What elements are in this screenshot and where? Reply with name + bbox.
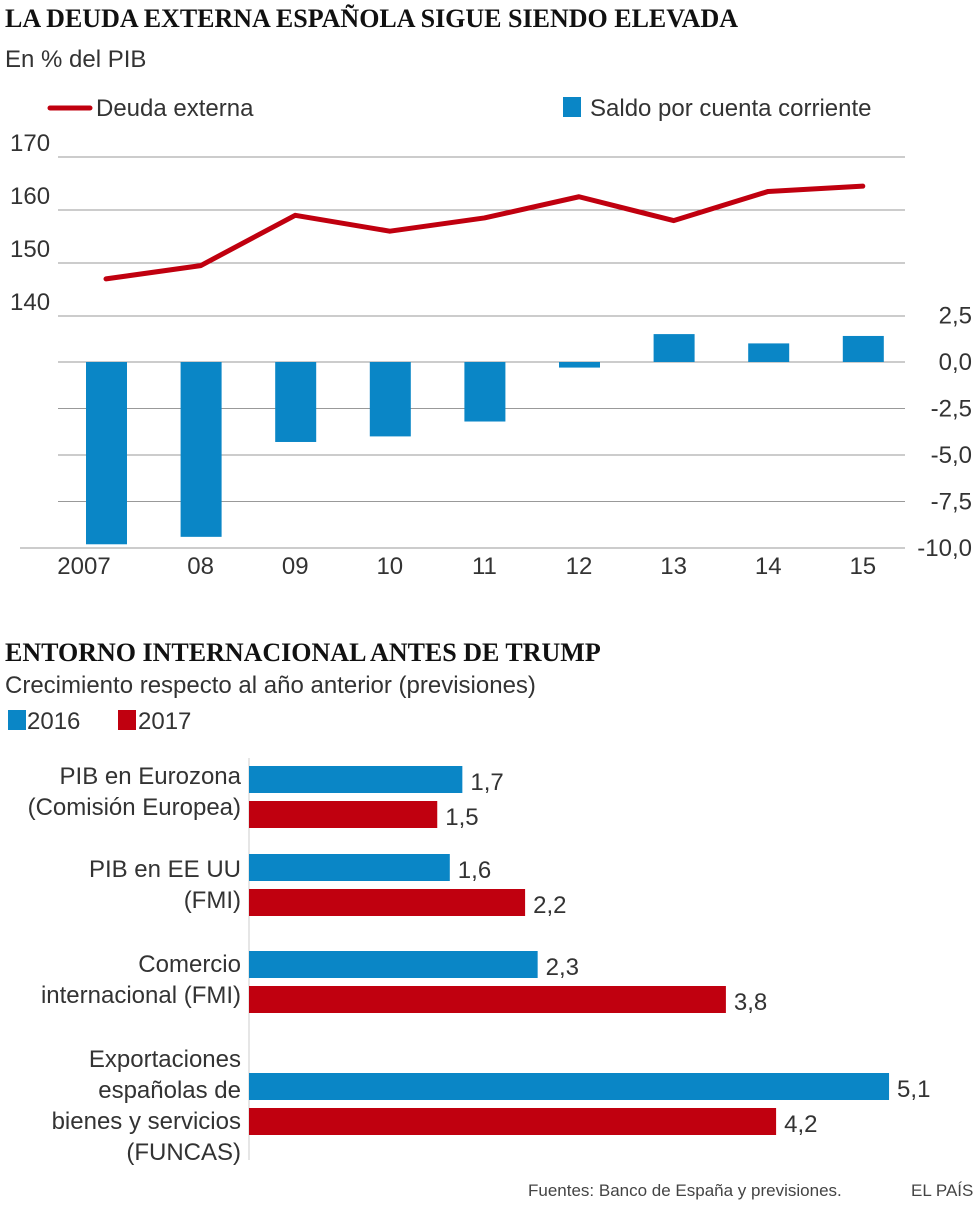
- chart2-title: ENTORNO INTERNACIONAL ANTES DE TRUMP: [5, 638, 601, 667]
- category-label-line: bienes y servicios: [52, 1108, 241, 1135]
- current-account-bar: [180, 362, 222, 537]
- current-account-bar: [369, 362, 411, 437]
- chart2-subtitle: Crecimiento respecto al año anterior (pr…: [5, 672, 536, 699]
- x-tick-label: 13: [660, 553, 687, 580]
- x-tick-label: 10: [376, 553, 403, 580]
- right-tick-label: 0,0: [939, 349, 972, 376]
- bar-value-label: 2,3: [546, 954, 579, 981]
- legend-2016-swatch: [8, 710, 26, 730]
- debt-chart: Deuda externa Saldo por cuenta corriente 1…: [10, 95, 972, 580]
- right-tick-label: -7,5: [931, 489, 972, 516]
- current-account-bar: [86, 362, 127, 545]
- current-account-bar: [653, 334, 695, 362]
- bar-2016: [249, 1073, 890, 1100]
- category-label-line: internacional (FMI): [41, 982, 241, 1009]
- category-label-line: españolas de: [98, 1077, 241, 1104]
- bar-value-label: 1,6: [458, 857, 491, 884]
- right-tick-label: -2,5: [931, 396, 972, 423]
- category-label-line: PIB en Eurozona: [60, 763, 242, 790]
- bar-2017: [249, 801, 438, 828]
- bar-value-label: 5,1: [897, 1076, 930, 1103]
- brand-label: EL PAÍS: [911, 1181, 974, 1200]
- growth-chart: 2016 2017 1,7 1,5 PIB en Eurozona (Comisión E…: [8, 708, 930, 1166]
- x-tick-label: 15: [849, 553, 876, 580]
- legend-bar-swatch: [563, 97, 581, 117]
- current-account-bar: [559, 362, 600, 368]
- bar-2017: [249, 889, 526, 916]
- category-label-line: (FUNCAS): [126, 1139, 241, 1166]
- x-tick-label: 09: [282, 553, 309, 580]
- right-tick-label: -10,0: [917, 535, 972, 562]
- bar-2016: [249, 854, 450, 881]
- legend-line-label: Deuda externa: [96, 95, 254, 122]
- bar-value-label: 1,5: [445, 804, 478, 831]
- category-label-line: Comercio: [138, 951, 241, 978]
- legend-2016-label: 2016: [27, 708, 80, 735]
- bar-2016: [249, 951, 538, 978]
- source-note: Fuentes: Banco de España y previsiones.: [528, 1181, 842, 1200]
- x-tick-label: 12: [566, 553, 593, 580]
- legend-2017-label: 2017: [138, 708, 191, 735]
- category-label-line: PIB en EE UU: [89, 856, 241, 883]
- category-label-line: (Comisión Europea): [28, 794, 241, 821]
- bar-2016: [249, 766, 463, 793]
- x-tick-label: 11: [472, 553, 497, 580]
- bar-2017: [249, 986, 726, 1013]
- left-tick-label: 160: [10, 183, 50, 210]
- x-tick-label: 14: [755, 553, 782, 580]
- bar-value-label: 3,8: [734, 989, 767, 1016]
- chart1-title: LA DEUDA EXTERNA ESPAÑOLA SIGUE SIENDO E…: [5, 4, 739, 33]
- x-tick-label: 08: [187, 553, 214, 580]
- bar-value-label: 1,7: [470, 769, 503, 796]
- right-tick-label: 2,5: [939, 303, 972, 330]
- right-tick-label: -5,0: [931, 442, 972, 469]
- legend-bar-label: Saldo por cuenta corriente: [590, 95, 872, 122]
- x-tick-label: 2007: [57, 553, 110, 580]
- current-account-bar: [842, 335, 884, 362]
- bar-value-label: 2,2: [533, 892, 566, 919]
- bar-value-label: 4,2: [784, 1111, 817, 1138]
- category-label-line: Exportaciones: [89, 1046, 241, 1073]
- category-label-line: (FMI): [184, 887, 241, 914]
- current-account-bar: [275, 362, 317, 442]
- current-account-bar: [748, 343, 790, 362]
- bar-2017: [249, 1108, 777, 1135]
- legend-2017-swatch: [118, 710, 136, 730]
- chart1-subtitle: En % del PIB: [5, 46, 147, 73]
- left-tick-label: 170: [10, 130, 50, 157]
- current-account-bar: [464, 362, 506, 422]
- left-tick-label: 140: [10, 289, 50, 316]
- left-tick-label: 150: [10, 236, 50, 263]
